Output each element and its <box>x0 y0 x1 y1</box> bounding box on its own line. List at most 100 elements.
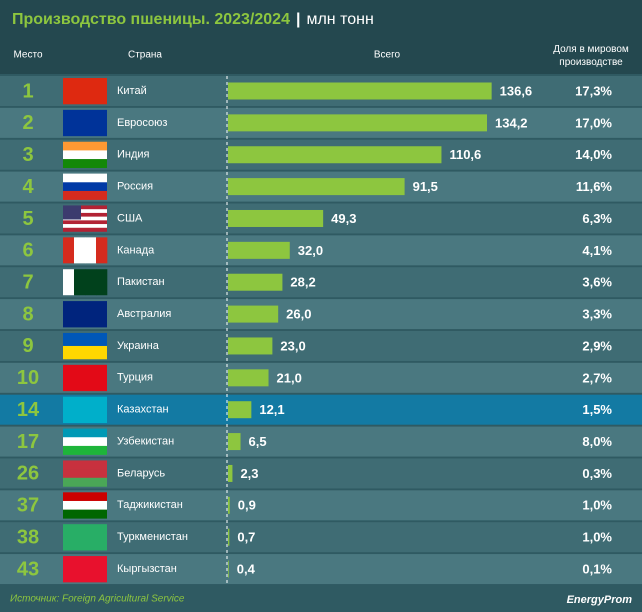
flag-stripe <box>63 216 107 221</box>
flag-stripe <box>63 396 107 423</box>
flag-stripe <box>63 182 107 192</box>
bar <box>228 82 492 100</box>
flag-stripe <box>85 237 97 264</box>
flag-stripe <box>63 109 107 137</box>
rank: 6 <box>22 240 33 262</box>
country-label: Туркменистан <box>117 531 188 543</box>
value-label: 23,0 <box>280 338 305 353</box>
value-label: 0,9 <box>238 498 256 513</box>
value-label: 49,3 <box>331 211 356 226</box>
country-label: Казахстан <box>117 404 169 416</box>
country-label: Россия <box>117 181 153 193</box>
header-bar <box>0 0 642 40</box>
flag-stripe <box>63 332 107 347</box>
flag-stripe <box>63 209 107 214</box>
share-label: 1,0% <box>582 530 612 545</box>
flag-stripe <box>63 237 75 264</box>
flag-stripe <box>63 212 107 217</box>
logo: EnergyProm <box>567 594 633 606</box>
flag-stripe <box>63 477 107 487</box>
flag-stripe <box>63 460 107 470</box>
rank: 14 <box>17 399 40 421</box>
bar <box>228 337 273 355</box>
share-label: 1,5% <box>582 402 612 417</box>
country-label: Пакистан <box>117 276 165 288</box>
flag-stripe <box>63 205 107 210</box>
country-label: США <box>117 212 143 224</box>
flag-stripe <box>63 509 107 519</box>
bar <box>228 178 405 196</box>
share-label: 3,3% <box>582 307 612 322</box>
bar <box>228 464 233 482</box>
flag-stripe <box>74 237 86 264</box>
value-label: 32,0 <box>298 243 323 258</box>
rank: 8 <box>22 303 33 325</box>
value-label: 110,6 <box>449 147 481 162</box>
country-label: Индия <box>117 149 150 161</box>
country-label: Австралия <box>117 308 171 320</box>
flag-stripe <box>63 190 107 200</box>
share-label: 4,1% <box>582 243 612 258</box>
value-label: 6,5 <box>249 434 267 449</box>
rank: 17 <box>17 431 39 453</box>
flag-stripe <box>63 220 107 225</box>
rank: 26 <box>17 463 39 485</box>
header-share-box: Доля в мировом производстве <box>553 44 629 68</box>
flag-stripe <box>63 345 107 360</box>
flag-stripe <box>63 141 107 151</box>
rank: 7 <box>22 272 33 294</box>
flag-stripe <box>63 364 107 392</box>
flag-stripe <box>63 500 107 510</box>
flag-stripe <box>63 173 107 183</box>
rank: 9 <box>22 335 33 357</box>
separator: | <box>296 11 300 28</box>
rank: 3 <box>22 144 33 166</box>
flag-stripe <box>63 469 107 479</box>
flag-stripe <box>63 227 107 232</box>
country-label: Китай <box>117 85 147 97</box>
header-country: Страна <box>128 50 162 61</box>
flag-stripe <box>63 556 107 583</box>
value-label: 0,7 <box>237 530 255 545</box>
flag-canton <box>63 205 81 220</box>
flag-stripe <box>63 224 107 229</box>
value-label: 91,5 <box>413 179 438 194</box>
share-label: 17,3% <box>575 83 612 98</box>
value-label: 28,2 <box>290 275 315 290</box>
country-label: Канада <box>117 244 155 256</box>
rank: 5 <box>22 208 33 230</box>
bar <box>228 401 252 419</box>
flag-stripe <box>63 445 107 455</box>
bar <box>228 305 279 323</box>
flag-stripe <box>63 492 107 502</box>
share-label: 14,0% <box>575 147 612 162</box>
country-label: Кыргызстан <box>117 563 177 575</box>
bar <box>228 528 230 546</box>
country-label: Турция <box>117 372 153 384</box>
country-label: Евросоюз <box>117 117 167 129</box>
value-label: 12,1 <box>259 402 284 417</box>
country-label: Узбекистан <box>117 435 174 447</box>
title-text: Производство пшеницы. 2023/2024 <box>12 11 290 28</box>
flag-stripe <box>74 269 86 296</box>
value-label: 26,0 <box>286 307 311 322</box>
share-label: 2,9% <box>582 338 612 353</box>
share-label: 11,6% <box>576 179 613 194</box>
rank: 43 <box>17 558 39 580</box>
flag-stripe <box>63 437 107 447</box>
column-header-bar <box>0 40 642 74</box>
bar <box>228 241 290 259</box>
rank: 10 <box>17 367 39 389</box>
bar <box>228 114 488 132</box>
chart-title: Производство пшеницы. 2023/2024 | млн тонн <box>12 11 374 28</box>
country-label: Беларусь <box>117 467 165 479</box>
flag-stripe <box>85 269 97 296</box>
share-label: 3,6% <box>582 275 612 290</box>
country-label: Украина <box>117 340 160 352</box>
header-share: Доля в мировом производстве <box>553 44 629 68</box>
rank: 2 <box>22 112 33 134</box>
flag-stripe <box>63 150 107 160</box>
bar <box>228 369 269 387</box>
bar <box>228 146 442 164</box>
